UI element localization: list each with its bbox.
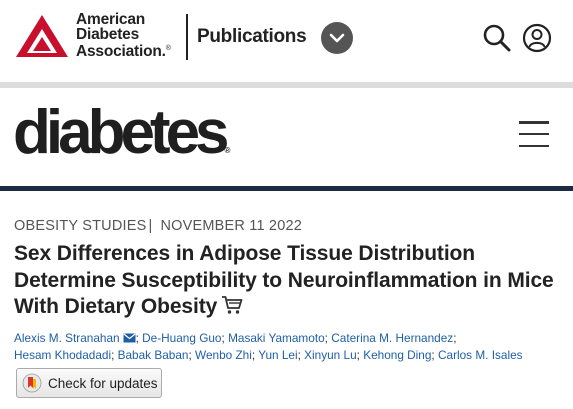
header-divider	[186, 14, 188, 60]
publications-label[interactable]: Publications	[197, 26, 307, 47]
author-separator: ;	[111, 348, 115, 362]
author-link[interactable]: Wenbo Zhi	[195, 348, 252, 362]
author-link[interactable]: Kehong Ding	[363, 348, 432, 362]
check-for-updates-button[interactable]: Check for updates	[16, 368, 162, 398]
author-line-1: Alexis M. Stranahan; De-Huang Guo; Masak…	[14, 330, 566, 347]
author-link[interactable]: De-Huang Guo	[142, 331, 222, 345]
user-icon	[522, 23, 552, 53]
author-link[interactable]: Alexis M. Stranahan	[14, 331, 120, 345]
article-title: Sex Differences in Adipose Tissue Distri…	[14, 241, 564, 323]
author-link[interactable]: Caterina M. Hernandez	[331, 331, 454, 345]
author-link[interactable]: Hesam Khodadadi	[14, 348, 112, 362]
email-icon[interactable]	[123, 331, 136, 347]
site-header: American Diabetes Association.® Publicat…	[0, 0, 573, 82]
org-name-line-2: Diabetes	[76, 25, 140, 43]
ada-wordmark: American Diabetes Association.®	[76, 11, 171, 61]
org-name-line-1: American	[76, 11, 146, 28]
author-separator: ;	[188, 348, 192, 362]
journal-header: diabetes®	[0, 88, 573, 186]
article-meta: OBESITY STUDIES | NOVEMBER 11 2022	[14, 218, 302, 234]
author-separator: ;	[297, 348, 301, 362]
publications-dropdown-button[interactable]	[321, 22, 353, 54]
article-title-text: Sex Differences in Adipose Tissue Distri…	[14, 242, 554, 318]
search-button[interactable]	[482, 23, 512, 53]
hamburger-menu-icon-bar	[519, 132, 549, 136]
author-separator: ;	[221, 331, 225, 345]
author-separator: ;	[356, 348, 360, 362]
ada-logo-link[interactable]: American Diabetes Association.®	[14, 11, 171, 61]
author-link[interactable]: Xinyun Lu	[304, 348, 357, 362]
author-list: Alexis M. Stranahan; De-Huang Guo; Masak…	[14, 330, 566, 363]
user-account-button[interactable]	[522, 23, 552, 53]
author-line-2: Hesam Khodadadi; Babak Baban; Wenbo Zhi;…	[14, 347, 566, 363]
crossmark-icon	[22, 373, 42, 393]
author-separator: ;	[431, 348, 435, 362]
author-link[interactable]: Yun Lei	[258, 348, 298, 362]
author-link[interactable]: Masaki Yamamoto	[228, 331, 325, 345]
meta-separator: |	[148, 218, 153, 234]
org-name-line-3: Association.	[76, 43, 166, 61]
hamburger-menu-button[interactable]	[519, 121, 549, 147]
search-icon	[483, 24, 511, 52]
author-link[interactable]: Babak Baban	[117, 348, 189, 362]
check-for-updates-label: Check for updates	[48, 375, 158, 391]
shopping-cart-icon[interactable]	[221, 295, 243, 323]
header-separator	[0, 82, 573, 88]
journal-reg-mark: ®	[224, 146, 231, 155]
author-separator: ;	[324, 331, 328, 345]
hamburger-menu-icon	[519, 121, 549, 124]
org-reg-mark: ®	[165, 45, 171, 52]
journal-name: diabetes	[13, 98, 230, 167]
author-separator: ;	[453, 331, 457, 345]
author-separator: ;	[251, 348, 256, 362]
journal-logo-link[interactable]: diabetes®	[13, 102, 230, 182]
journal-header-band	[0, 186, 573, 191]
author-separator: ;	[135, 331, 139, 345]
hamburger-menu-icon-bar	[519, 144, 549, 147]
author-link[interactable]: Carlos M. Isales	[437, 348, 523, 362]
article-category[interactable]: OBESITY STUDIES	[14, 218, 147, 234]
ada-triangle-logo-icon	[16, 15, 68, 58]
chevron-down-icon	[329, 33, 345, 43]
article-date: NOVEMBER 11 2022	[160, 218, 302, 234]
